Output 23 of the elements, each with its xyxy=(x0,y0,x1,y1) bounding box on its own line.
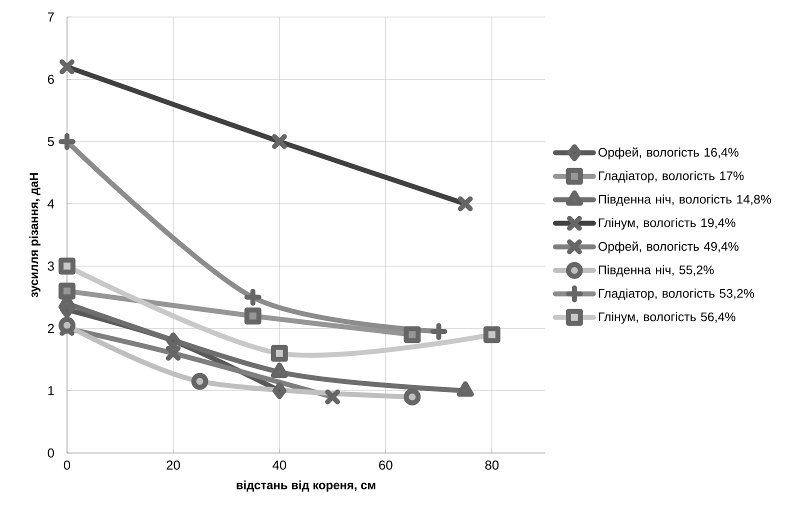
x-tick-label: 60 xyxy=(379,460,392,470)
x-axis-title: відстань від кореня, см xyxy=(236,480,376,492)
legend-label: Орфей, вологість 49,4% xyxy=(598,241,738,254)
y-tick-label: 3 xyxy=(48,262,54,271)
legend-label: Глінум, вологість 19,4% xyxy=(598,218,736,230)
legend-label: Південна ніч, вологість 14,8% xyxy=(598,194,772,206)
y-tick-label: 1 xyxy=(48,386,54,396)
legend-label: Орфей, вологість 16,4% xyxy=(598,147,738,160)
legend-label: Гладіатор, вологість 53,2% xyxy=(598,288,754,300)
legend-label: Південна ніч, 55,2% xyxy=(598,265,714,277)
y-tick-label: 2 xyxy=(48,324,54,333)
y-tick-label: 4 xyxy=(48,199,54,208)
legend-label: Гладіатор, вологість 17% xyxy=(598,171,744,183)
x-tick-label: 40 xyxy=(272,460,286,470)
x-tick-label: 80 xyxy=(485,460,499,470)
y-tick-label: 0 xyxy=(48,448,54,458)
legend-label: Глінум, вологість 56,4% xyxy=(598,312,736,324)
y-tick-label: 7 xyxy=(48,12,54,22)
y-tick-label: 6 xyxy=(48,74,54,84)
y-axis-title: зусилля різання, даН xyxy=(29,173,40,298)
x-tick-label: 20 xyxy=(166,460,180,470)
y-tick-label: 5 xyxy=(48,137,54,146)
x-tick-label: 0 xyxy=(64,460,70,470)
